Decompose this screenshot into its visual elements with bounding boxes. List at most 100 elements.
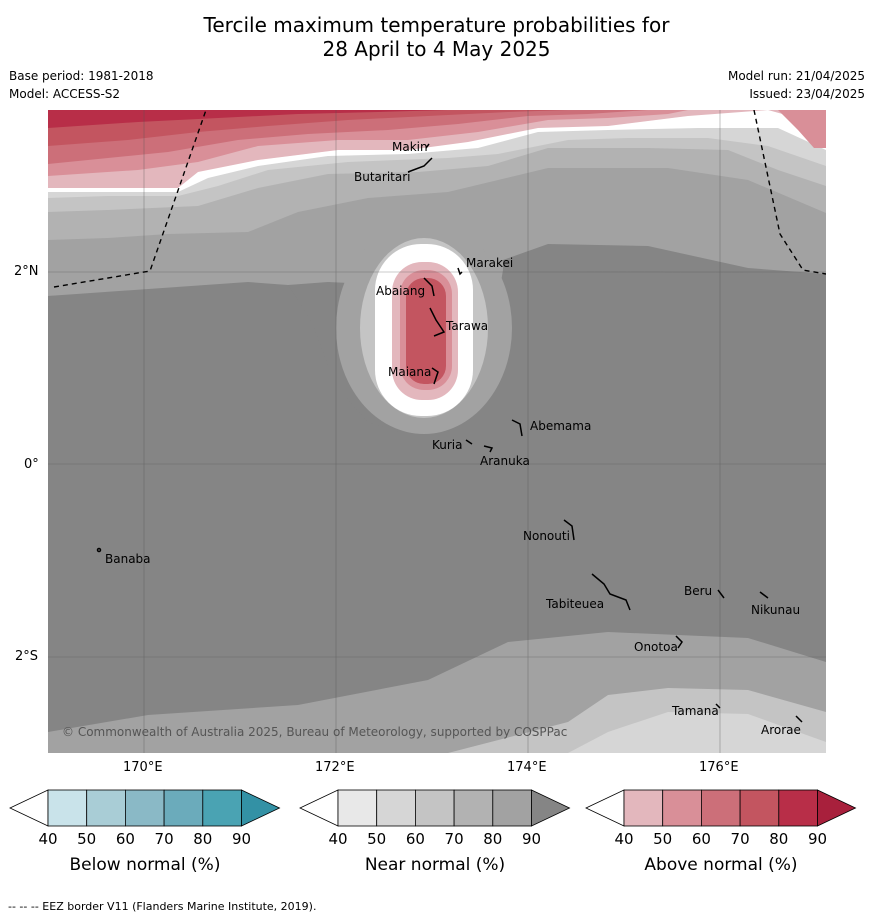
issued-date: Issued: 23/04/2025 — [749, 87, 865, 101]
colorbar-segment — [739, 789, 780, 827]
above-normal-corner-east — [778, 110, 826, 148]
colorbar-tick: 70 — [154, 830, 174, 848]
map-canvas: Makin Butaritari Marakei Abaiang Tarawa … — [48, 109, 827, 753]
label-arorae: Arorae — [761, 723, 801, 737]
colorbar-segment — [163, 789, 204, 827]
kuria-island — [465, 439, 473, 445]
place-labels: Makin Butaritari Marakei Abaiang Tarawa … — [105, 140, 801, 737]
colorbar-tick: 50 — [653, 830, 673, 848]
nikunau-island — [759, 591, 769, 599]
tamana-island — [715, 703, 721, 709]
colorbar-above-normal — [585, 789, 857, 827]
colorbar-segment — [662, 789, 702, 827]
label-tarawa: Tarawa — [445, 319, 488, 333]
colorbar-segment — [376, 789, 416, 827]
lon-label-174e: 174°E — [507, 760, 547, 775]
gridlines — [48, 110, 826, 753]
lon-label-172e: 172°E — [315, 760, 355, 775]
colorbar-label-near: Near normal (%) — [364, 855, 506, 875]
base-period: Base period: 1981-2018 — [9, 69, 154, 83]
onotoa-island — [675, 635, 683, 649]
nonouti-island — [563, 519, 575, 541]
title-line-1: Tercile maximum temperature probabilitie… — [203, 13, 670, 37]
colorbar-tick: 40 — [328, 830, 348, 848]
colorbars — [9, 789, 857, 827]
model-run: Model run: 21/04/2025 — [727, 69, 865, 83]
colorbar-segment — [453, 789, 494, 827]
label-tabiteuea: Tabiteuea — [545, 597, 604, 611]
colorbar-tick: 50 — [77, 830, 97, 848]
colorbar-extend-high — [241, 789, 281, 827]
colorbar-extend-high — [817, 789, 857, 827]
tabiteuea-island — [591, 573, 631, 611]
label-butaritari: Butaritari — [354, 170, 411, 184]
colorbar-segment — [202, 789, 242, 827]
colorbar-segment — [125, 789, 165, 827]
butaritari-island — [407, 157, 433, 173]
tarawa-island — [429, 307, 446, 337]
colorbar-tick: 80 — [769, 830, 789, 848]
colorbar-tick: 90 — [231, 830, 252, 848]
colorbar-label-below: Below normal (%) — [69, 855, 221, 875]
near-normal-90-south-fill — [48, 270, 826, 753]
colorbar-tick: 90 — [521, 830, 542, 848]
eez-border — [53, 109, 827, 288]
colorbar-segment — [86, 789, 126, 827]
colorbar-tick: 40 — [614, 830, 634, 848]
arorae-island — [795, 715, 803, 723]
label-nonouti: Nonouti — [523, 529, 570, 543]
colorbar-extend-high — [531, 789, 571, 827]
above-normal-90-region — [48, 110, 448, 128]
island-outlines — [96, 143, 803, 723]
abaiang-island — [423, 277, 435, 297]
lat-label-2s: 2°S — [15, 649, 39, 664]
colorbar-label-above: Above normal (%) — [644, 855, 798, 875]
near-normal-50-region-south — [568, 712, 826, 753]
lon-label-170e: 170°E — [123, 760, 163, 775]
label-tamana: Tamana — [671, 704, 719, 718]
label-banaba: Banaba — [105, 552, 151, 566]
colorbar-tick: 70 — [444, 830, 464, 848]
aranuka-island — [483, 445, 494, 453]
colorbar-extend-low — [585, 789, 625, 827]
colorbar-tick: 80 — [483, 830, 503, 848]
colorbar-segment — [701, 789, 741, 827]
colorbar-tick: 50 — [367, 830, 387, 848]
label-abaiang: Abaiang — [376, 284, 425, 298]
abemama-island — [511, 419, 523, 437]
colorbar-below-normal — [9, 789, 281, 827]
colorbar-segment — [778, 789, 818, 827]
title-line-2: 28 April to 4 May 2025 — [322, 37, 551, 61]
colorbar-segment — [47, 789, 88, 827]
colorbar-tick: 40 — [38, 830, 58, 848]
colorbar-tick: 80 — [193, 830, 213, 848]
colorbar-tick: 60 — [405, 830, 425, 848]
label-nikunau: Nikunau — [751, 603, 800, 617]
beru-island — [717, 589, 725, 599]
label-onotoa: Onotoa — [634, 640, 678, 654]
makin-island — [425, 143, 430, 149]
label-abemama: Abemama — [530, 419, 591, 433]
banaba-island — [96, 547, 102, 553]
colorbar-near-normal — [299, 789, 571, 827]
probability-map[interactable]: Makin Butaritari Marakei Abaiang Tarawa … — [48, 109, 827, 753]
label-beru: Beru — [684, 584, 712, 598]
lat-label-0: 0° — [24, 457, 39, 472]
maiana-island — [431, 367, 439, 385]
lat-label-2n: 2°N — [14, 264, 39, 279]
colorbar-segment — [414, 789, 455, 827]
colorbar-tick: 60 — [691, 830, 711, 848]
above-normal-80-blob — [406, 278, 446, 384]
label-aranuka: Aranuka — [480, 454, 530, 468]
label-maiana: Maiana — [388, 365, 431, 379]
label-kuria: Kuria — [432, 438, 463, 452]
colorbar-segment — [492, 789, 532, 827]
colorbar-segment — [623, 789, 664, 827]
colorbar-tick: 60 — [115, 830, 135, 848]
copyright-note: © Commonwealth of Australia 2025, Bureau… — [62, 725, 567, 739]
colorbar-extend-low — [299, 789, 339, 827]
eez-legend-footer: -- -- -- EEZ border V11 (Flanders Marine… — [8, 900, 317, 913]
colorbar-tick: 90 — [807, 830, 828, 848]
label-marakei: Marakei — [466, 256, 513, 270]
label-makin: Makin — [392, 140, 428, 154]
